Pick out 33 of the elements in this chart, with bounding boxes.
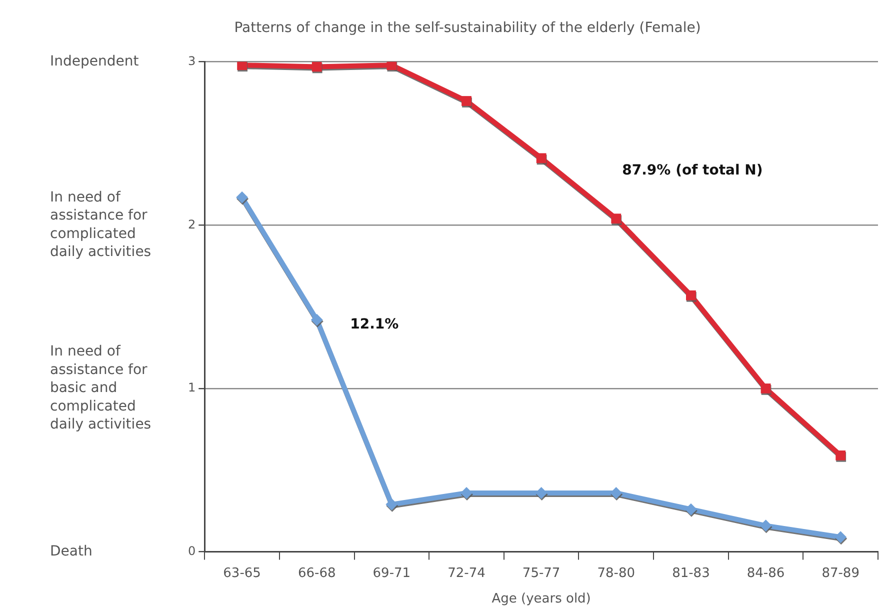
x-tick-label: 72-74 [448,566,486,581]
y-tick-label: 2 [188,217,196,232]
point [760,384,771,394]
x-tick-label: 69-71 [372,566,411,581]
category-label: Death [50,543,92,560]
x-tick-label: 63-65 [223,566,261,581]
category-label: Independent [50,53,139,70]
x-tick-label: 75-77 [522,566,560,581]
point [310,314,323,326]
y-tick-label: 3 [188,54,196,68]
point [236,191,248,204]
y-tick-label: 1 [188,380,196,395]
point [684,503,697,516]
x-tick-label: 78-80 [597,566,636,581]
category-label: In need of assistance for complicated daily activities [50,189,152,260]
x-tick-label: 84-86 [746,566,785,581]
annotation: 87.9% (of total N) [622,162,763,179]
x-tick-label: 81-83 [672,566,710,581]
point [237,62,247,70]
x-axis-title: Age (years old) [492,592,591,607]
x-tick-label: 87-89 [822,566,860,581]
chart-title: Patterns of change in the self-sustainability of the elderly (Female) [234,20,701,36]
point [386,62,397,70]
point [836,450,846,460]
point [312,62,322,72]
point [686,290,696,300]
y-tick-label: 0 [188,544,196,558]
category-label: In need of assistance for basic and complicated daily activities [50,344,152,433]
point [536,153,546,164]
x-tick-label: 66-68 [298,566,336,581]
point [611,214,622,224]
annotation: 12.1% [350,316,399,333]
point [462,96,472,106]
